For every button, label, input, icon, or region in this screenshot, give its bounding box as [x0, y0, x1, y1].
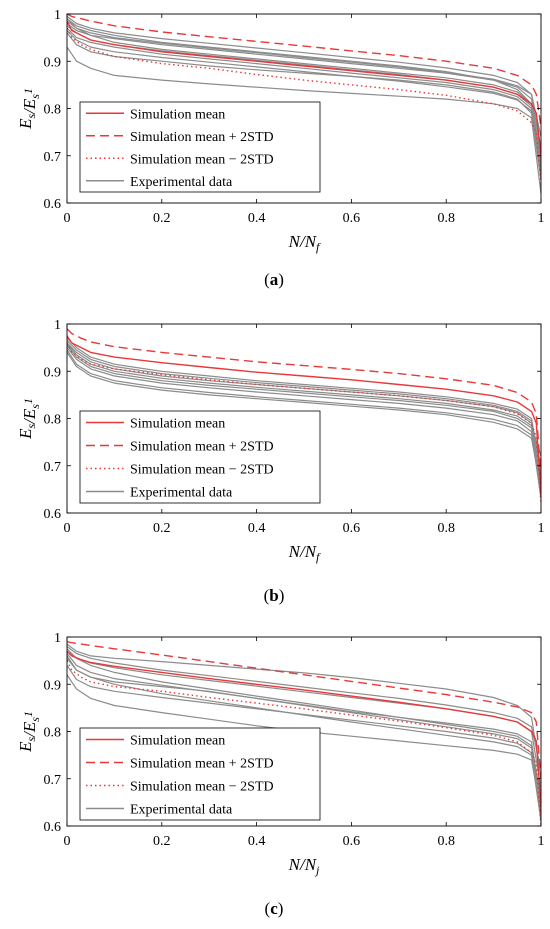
chart-panel-a: 0 0.2 0.4 0.6 0.8 1 0.6 0.7 0.8 0.9 1 N/Nf Es/Es1 Sim…	[16, 8, 545, 289]
chart-panel-c: 0 0.2 0.4 0.6 0.8 1 0.6 0.7 0.8 0.9 1 N/Nj Es/Es1 Sim…	[16, 631, 545, 918]
x-axis-label: N/Nj	[288, 855, 320, 877]
series-line-0	[67, 650, 541, 808]
series-line-5	[67, 344, 541, 495]
series-line-11	[67, 30, 541, 170]
legend-entry: Simulation mean − 2STD	[130, 152, 274, 167]
panel-label: (b)	[264, 586, 285, 605]
x-tick-label: 0	[64, 521, 71, 536]
series-line-7	[67, 648, 541, 798]
panel-label: (a)	[264, 270, 284, 289]
legend-box	[79, 101, 321, 193]
y-tick-label: 0.6	[44, 820, 62, 835]
series-line-1	[67, 328, 541, 476]
legend: Simulation mean Simulation mean + 2STD Sim…	[79, 101, 321, 193]
legend-entry: Simulation mean − 2STD	[130, 780, 274, 795]
legend: Simulation mean Simulation mean + 2STD Sim…	[79, 727, 321, 821]
series-line-8	[67, 340, 541, 466]
x-tick-label: 0.8	[437, 211, 455, 226]
legend-box	[79, 727, 321, 821]
y-tick-label: 0.7	[44, 773, 62, 788]
legend-entry: Simulation mean − 2STD	[130, 463, 274, 478]
series-line-6	[67, 32, 541, 180]
x-tick-label: 1	[538, 211, 545, 226]
x-tick-label: 0.8	[437, 834, 455, 849]
x-axis-label: N/Nf	[288, 542, 321, 564]
y-axis-label: Es/Es1	[16, 88, 42, 130]
x-tick-label: 0.8	[437, 521, 455, 536]
legend-entry: Experimental data	[130, 803, 233, 818]
x-tick-label: 0	[64, 211, 71, 226]
series-line-2	[67, 342, 541, 504]
chart-panel-b: 0 0.2 0.4 0.6 0.8 1 0.6 0.7 0.8 0.9 1 N/Nf Es/Es1 Sim…	[16, 318, 545, 605]
y-tick-label: 0.8	[44, 726, 62, 741]
series-line-3	[67, 643, 541, 779]
y-tick-label: 0.6	[44, 507, 62, 522]
y-tick-label: 0.9	[44, 678, 62, 693]
y-tick-label: 0.7	[44, 150, 62, 165]
x-tick-label: 0.4	[248, 211, 266, 226]
series-line-0	[67, 20, 541, 156]
series-line-7	[67, 18, 541, 175]
legend-entry: Experimental data	[130, 486, 233, 501]
series-line-2	[67, 27, 541, 185]
x-tick-label: 1	[538, 834, 545, 849]
series-group	[67, 328, 541, 504]
legend-entry: Simulation mean + 2STD	[130, 757, 274, 772]
y-tick-label: 0.9	[44, 55, 62, 70]
legend-entry: Simulation mean + 2STD	[130, 440, 274, 455]
x-tick-label: 0	[64, 834, 71, 849]
y-tick-label: 1	[54, 631, 61, 646]
x-tick-label: 1	[538, 521, 545, 536]
x-tick-label: 0.4	[248, 521, 266, 536]
legend-box	[79, 410, 321, 504]
series-line-11	[67, 653, 541, 803]
y-axis-label: Es/Es1	[16, 711, 42, 753]
y-tick-label: 0.6	[44, 197, 62, 212]
series-line-9	[67, 646, 541, 770]
series-line-9	[67, 46, 541, 194]
y-tick-label: 0.8	[44, 413, 62, 428]
series-line-6	[67, 347, 541, 499]
y-axis-label: Es/Es1	[16, 398, 42, 440]
legend-entry: Simulation mean	[130, 417, 225, 432]
y-tick-label: 0.8	[44, 103, 62, 118]
legend-entry: Experimental data	[130, 175, 233, 190]
series-line-3	[67, 18, 541, 156]
series-line-7	[67, 349, 541, 485]
panel-label: (c)	[265, 899, 284, 918]
y-tick-label: 1	[54, 318, 61, 333]
y-tick-label: 1	[54, 8, 61, 23]
legend: Simulation mean Simulation mean + 2STD Sim…	[79, 410, 321, 504]
series-line-10	[67, 20, 541, 137]
series-line-5	[67, 23, 541, 147]
legend-entry: Simulation mean	[130, 734, 225, 749]
legend-entry: Simulation mean	[130, 107, 225, 122]
series-group	[67, 641, 541, 826]
series-line-1	[67, 641, 541, 779]
x-axis-label: N/Nf	[288, 232, 321, 254]
legend-entry: Simulation mean + 2STD	[130, 130, 274, 145]
series-group	[67, 14, 541, 194]
series-line-9	[67, 352, 541, 490]
series-line-12	[67, 15, 541, 152]
series-line-0	[67, 335, 541, 495]
x-tick-label: 0.2	[153, 521, 171, 536]
x-tick-label: 0.2	[153, 211, 171, 226]
series-line-1	[67, 14, 541, 128]
y-tick-label: 0.9	[44, 365, 62, 380]
x-tick-label: 0.2	[153, 834, 171, 849]
y-tick-label: 0.7	[44, 460, 62, 475]
series-line-10	[67, 343, 541, 457]
x-tick-label: 0.6	[343, 521, 361, 536]
x-tick-label: 0.6	[343, 834, 361, 849]
series-line-3	[67, 337, 541, 476]
series-line-10	[67, 657, 541, 822]
x-tick-label: 0.6	[343, 211, 361, 226]
series-line-4	[67, 27, 541, 166]
x-tick-label: 0.4	[248, 834, 266, 849]
series-line-2	[67, 660, 541, 826]
